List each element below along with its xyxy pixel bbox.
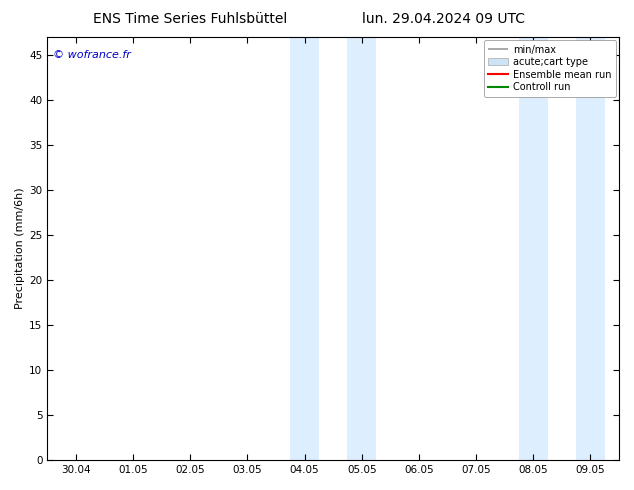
Bar (576, 37, 605, 460)
Bar (519, 37, 548, 460)
Bar (347, 37, 376, 460)
Legend: min/max, acute;cart type, Ensemble mean run, Controll run: min/max, acute;cart type, Ensemble mean … (484, 40, 616, 97)
Text: lun. 29.04.2024 09 UTC: lun. 29.04.2024 09 UTC (362, 12, 526, 26)
Y-axis label: Precipitation (mm/6h): Precipitation (mm/6h) (15, 188, 25, 309)
Bar (290, 37, 319, 460)
Text: ENS Time Series Fuhlsbüttel: ENS Time Series Fuhlsbüttel (93, 12, 287, 26)
Text: © wofrance.fr: © wofrance.fr (53, 50, 131, 60)
